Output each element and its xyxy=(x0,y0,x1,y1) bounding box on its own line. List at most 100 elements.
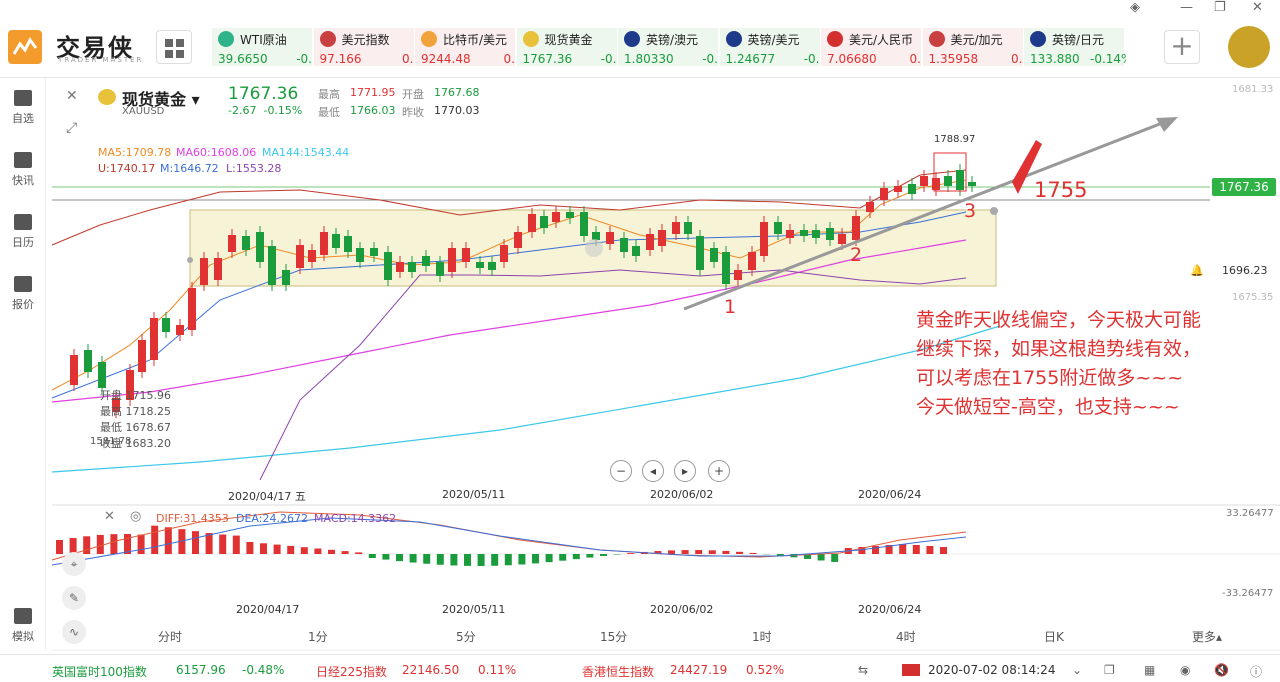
hsi-name[interactable]: 香港恒生指数 xyxy=(582,665,655,679)
camera-icon[interactable]: ◉ xyxy=(1180,663,1191,677)
tooltip-extra: 1581.78 xyxy=(90,436,132,447)
candle xyxy=(956,170,964,190)
macd-bar xyxy=(586,554,594,558)
macd-bar xyxy=(219,534,227,554)
close-macd-icon[interactable]: ✕ xyxy=(104,509,115,524)
high-value: 1771.95 xyxy=(350,86,396,99)
maximize-icon[interactable]: ❐ xyxy=(1214,0,1226,15)
scroll-left-button[interactable]: ◂ xyxy=(642,460,664,482)
ticker-change: 0. xyxy=(1011,52,1023,66)
minimize-icon[interactable]: — xyxy=(1180,0,1193,15)
candle xyxy=(826,228,834,240)
macd-bar xyxy=(396,554,403,562)
scroll-right-button[interactable]: ▸ xyxy=(674,460,696,482)
avatar[interactable] xyxy=(1228,26,1270,68)
add-ticker-button[interactable]: + xyxy=(1164,30,1200,64)
tab-1min[interactable]: 1分 xyxy=(308,630,328,644)
macd-settings-icon[interactable]: ◎ xyxy=(130,509,142,524)
ma60-label: MA60:1608.06 xyxy=(176,146,257,159)
candle xyxy=(268,246,276,285)
macd-bar xyxy=(287,545,295,554)
expand-icon[interactable]: ⤢ xyxy=(66,120,78,136)
tooltip-low: 最低 1678.67 xyxy=(100,421,171,434)
analysis-note: 黄金昨天收线偏空，今天极大可能 继续下探，如果这根趋势线有效， 可以考虑在175… xyxy=(916,306,1201,422)
macd-bar xyxy=(504,554,512,566)
analysis-line: 可以考虑在1755附近做多~~~ xyxy=(916,367,1184,389)
candle xyxy=(384,252,392,280)
macd-bar xyxy=(273,544,281,554)
ticker-item[interactable]: 比特币/美元 9244.48 0. xyxy=(415,28,515,66)
indicator-tool-icon[interactable]: ∿ xyxy=(62,620,86,644)
macd-bar xyxy=(640,551,648,554)
macd-bar xyxy=(790,554,798,558)
tab-daily[interactable]: 日K xyxy=(1044,630,1064,644)
tab-4hour[interactable]: 4时 xyxy=(896,630,916,644)
sidebar-item-simulate[interactable]: 模拟 xyxy=(0,608,46,644)
ticker-item[interactable]: 美元/人民币 7.06680 0. xyxy=(821,28,921,66)
sidebar: 自选 快讯 日历 报价 模拟 xyxy=(0,78,46,650)
ftse-value: 6157.96 xyxy=(176,663,226,677)
candle xyxy=(760,222,768,256)
alert-bell-icon[interactable]: 🔔 xyxy=(1190,264,1204,277)
candle xyxy=(476,262,484,268)
ticker-item[interactable]: 美元指数 97.166 0. xyxy=(313,28,414,66)
settings-icon[interactable]: ◈ xyxy=(1130,0,1140,15)
macd-bar xyxy=(695,550,703,554)
date-label: 2020/06/02 xyxy=(650,488,714,501)
macd-date-label: 2020/05/11 xyxy=(442,603,506,616)
candle xyxy=(98,362,106,388)
zoom-out-button[interactable]: − xyxy=(610,460,632,482)
candle xyxy=(880,188,888,200)
macd-bar xyxy=(736,551,743,554)
sidebar-item-quotes[interactable]: 报价 xyxy=(0,276,46,312)
ftse-name[interactable]: 英国富时100指数 xyxy=(52,665,147,679)
mute-icon[interactable]: 🔇 xyxy=(1214,663,1229,677)
ticker-item[interactable]: WTI原油 39.6650 -0. xyxy=(212,28,312,66)
macd-bar xyxy=(450,554,458,566)
tab-5min[interactable]: 5分 xyxy=(456,630,476,644)
grid-menu-button[interactable] xyxy=(156,30,192,64)
symbol-name[interactable]: 现货黄金 ▾ xyxy=(122,90,200,109)
nikkei-change: 0.11% xyxy=(478,663,517,677)
macd-bar xyxy=(899,544,907,554)
window-icon[interactable]: ❐ xyxy=(1104,663,1115,677)
macd-axis-top: 33.26477 xyxy=(1226,508,1274,519)
layout-icon[interactable]: ▦ xyxy=(1144,663,1156,677)
ticker-item[interactable]: 美元/加元 1.35958 0. xyxy=(922,28,1023,66)
candle xyxy=(84,350,92,372)
macd-bar xyxy=(178,529,186,554)
analysis-line: 继续下探，如果这根趋势线有效， xyxy=(916,338,1202,360)
zoom-in-button[interactable]: + xyxy=(708,460,730,482)
ticker-item[interactable]: 英镑/美元 1.24677 -0. xyxy=(719,28,820,66)
ma5-line xyxy=(51,179,967,391)
pen-tool-icon[interactable]: ✎ xyxy=(62,586,86,610)
sidebar-item-news[interactable]: 快讯 xyxy=(0,152,46,188)
candle xyxy=(710,248,718,262)
flag-icon xyxy=(928,31,945,47)
tab-15min[interactable]: 15分 xyxy=(600,630,628,644)
macd-bar xyxy=(532,554,539,564)
tab-1hour[interactable]: 1时 xyxy=(752,630,772,644)
ticker-item[interactable]: 现货黄金 1767.36 -0. xyxy=(516,28,617,66)
close-icon[interactable]: ✕ xyxy=(1252,0,1263,15)
info-icon[interactable]: ⓘ xyxy=(1250,665,1263,679)
macd-bar xyxy=(572,554,580,560)
crosshair-tool-icon[interactable]: ⌖ xyxy=(62,552,86,576)
macd-bar xyxy=(545,554,553,563)
nikkei-name[interactable]: 日经225指数 xyxy=(316,665,387,679)
candle xyxy=(722,252,730,284)
macd-date-label: 2020/06/02 xyxy=(650,603,714,616)
ohlc-tooltip: 开盘 1715.96 最高 1718.25 最低 1678.67 收盘 1683… xyxy=(100,388,171,452)
tab-timeshare[interactable]: 分时 xyxy=(158,630,183,644)
ticker-item[interactable]: 英镑/日元 133.880 -0.14% xyxy=(1024,28,1126,66)
macd-bar xyxy=(382,554,390,560)
ticker-item[interactable]: 英镑/澳元 1.80330 -0. xyxy=(618,28,718,66)
close-chart-icon[interactable]: ✕ xyxy=(66,88,78,104)
candle xyxy=(908,184,916,194)
prev-close-value: 1770.03 xyxy=(434,104,480,117)
translate-icon[interactable]: ⇆ xyxy=(858,663,869,677)
chevron-down-icon[interactable]: ⌄ xyxy=(1072,663,1083,677)
sidebar-item-watchlist[interactable]: 自选 xyxy=(0,90,46,126)
tab-more[interactable]: 更多▴ xyxy=(1192,630,1223,644)
sidebar-item-calendar[interactable]: 日历 xyxy=(0,214,46,250)
